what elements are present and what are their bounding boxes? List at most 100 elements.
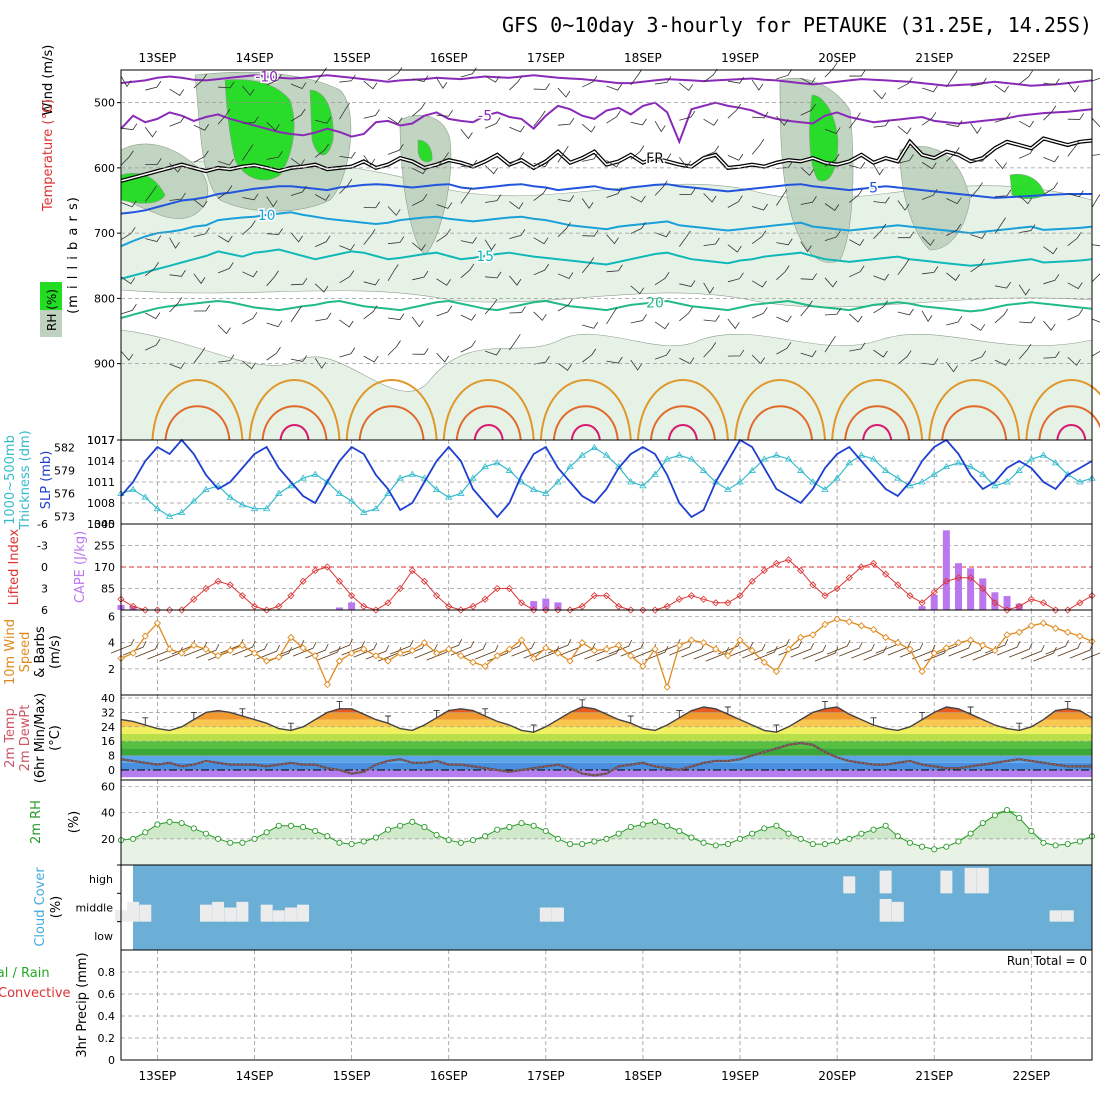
wind-barb <box>169 115 186 127</box>
max-temp-whisker <box>870 717 877 725</box>
wind-barb <box>135 642 159 658</box>
temperature-color-band <box>121 712 1092 720</box>
isotherm-30-arc <box>455 405 522 441</box>
rh-marker <box>846 835 853 842</box>
wind-barb <box>460 159 478 167</box>
wind-barb <box>630 195 646 203</box>
wind-barb <box>921 310 933 323</box>
wind-barb <box>1043 351 1060 359</box>
wind-barb <box>412 167 428 175</box>
wind-barb <box>727 272 744 283</box>
top-date-label: 19SEP <box>721 51 759 65</box>
precip-tick-label: 0.4 <box>98 1010 116 1023</box>
isotherm-25-arc <box>831 379 924 441</box>
wind-barb <box>460 236 477 244</box>
wind-barb <box>654 321 670 330</box>
isotherm-label: 5 <box>869 180 878 196</box>
wind-barb <box>145 262 159 277</box>
wind-speed-marker <box>882 633 890 642</box>
rh-marker <box>1064 841 1071 848</box>
wind-barb <box>946 272 961 281</box>
slp-tick-label: 1011 <box>87 476 115 489</box>
wind-barb <box>897 308 914 316</box>
wind-barb <box>826 639 851 655</box>
max-temp-whisker <box>482 708 489 716</box>
temperature-color-band <box>121 748 1092 756</box>
wind-barb <box>751 230 767 244</box>
wind-barb <box>703 315 720 322</box>
wind-barb <box>824 230 841 242</box>
thickness-axis-label: 1000~500mb Thickness (dm) <box>3 430 33 530</box>
wind-speed-marker <box>651 645 659 653</box>
wind-barb <box>365 644 390 660</box>
thickness-marker <box>954 459 963 466</box>
wind-barb <box>122 640 147 656</box>
thickness-marker <box>675 451 684 458</box>
wind-barb <box>242 193 259 201</box>
wind-barb <box>703 68 718 83</box>
wind-barb <box>921 236 935 246</box>
wind-speed-marker <box>250 649 259 657</box>
wind-speed-marker <box>1039 619 1048 627</box>
thickness-marker <box>602 451 611 458</box>
wind-barb <box>824 127 841 134</box>
lifted-index-marker <box>505 584 513 593</box>
thickness-marker <box>262 504 271 512</box>
wind-barb <box>946 223 962 237</box>
precip-tick-label: 0.8 <box>98 966 116 979</box>
isotherm-35-arc <box>279 424 310 441</box>
thickness-marker <box>1027 455 1036 462</box>
wind-barb <box>1043 320 1056 331</box>
wind-barb <box>1057 641 1082 657</box>
rh-marker <box>834 838 841 845</box>
wind-barb <box>533 263 550 276</box>
cloud-level-label: low <box>94 930 113 943</box>
wind-barb <box>994 217 1006 234</box>
wind-barb <box>436 202 453 209</box>
rh-marker <box>312 827 319 835</box>
lifted-index-marker <box>760 567 768 575</box>
lifted-index-marker <box>1039 599 1048 607</box>
wind-barb <box>242 85 255 96</box>
wind-speed-marker <box>724 652 732 660</box>
pressure-tick-label: 800 <box>94 292 115 305</box>
isotherm-25-arc <box>151 379 244 441</box>
wind-barb <box>315 235 331 248</box>
wind-barb <box>946 361 958 373</box>
wind-barb <box>363 228 376 245</box>
thickness-tick-label: 576 <box>54 487 75 500</box>
max-temp-whisker <box>1016 722 1023 731</box>
thickness-marker <box>396 474 404 481</box>
cloud-unit-label: (%) <box>49 896 64 919</box>
wind-barb <box>970 232 987 239</box>
wind-barb <box>557 272 574 280</box>
lifted-index-marker <box>712 599 720 607</box>
axis-label-line: 3hr Precip (mm) <box>75 952 90 1057</box>
wind-barb <box>484 117 501 129</box>
thickness-marker <box>469 474 477 481</box>
lifted-index-marker <box>578 602 586 610</box>
max-temp-whisker <box>919 711 926 720</box>
wind-speed-marker <box>372 652 380 660</box>
thickness-marker <box>639 482 647 489</box>
wind-barb <box>1043 246 1058 255</box>
slp-line <box>120 438 1093 519</box>
bottom-date-label: 13SEP <box>139 1069 177 1083</box>
wind-barb <box>266 73 282 86</box>
lifted-index-marker <box>1027 595 1035 603</box>
wind-barb <box>970 323 986 331</box>
bottom-date-label: 21SEP <box>915 1069 953 1083</box>
wind-speed-marker <box>918 667 926 676</box>
wind-barb <box>679 307 693 322</box>
bottom-date-label: 22SEP <box>1012 1069 1050 1083</box>
wind-barb <box>387 236 405 245</box>
isotherm-35-arc <box>570 424 601 441</box>
wind-barb <box>751 138 765 155</box>
wind-barb <box>814 646 839 662</box>
wind-barb <box>145 158 162 165</box>
wind-barb <box>849 69 866 77</box>
thickness-marker <box>699 466 708 473</box>
wind-barb <box>533 83 551 90</box>
wind-speed-marker <box>226 646 234 655</box>
thickness-marker <box>153 504 162 512</box>
